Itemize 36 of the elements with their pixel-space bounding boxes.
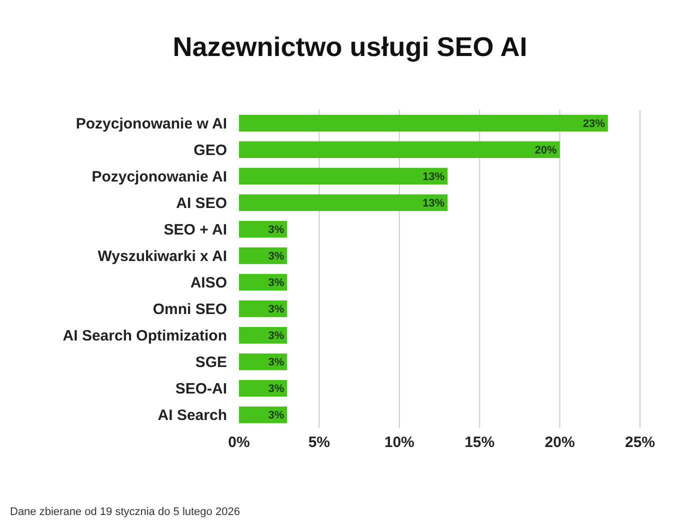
data-label: 20% [534, 144, 558, 156]
y-tick-label: AI Search Optimization [62, 328, 227, 345]
y-tick-label: Omni SEO [152, 301, 228, 318]
bar [239, 168, 448, 185]
data-label: 23% [582, 118, 606, 130]
data-label: 3% [268, 383, 284, 396]
y-tick-label: Pozycjonowanie w AI [76, 115, 227, 132]
y-tick-label: SEO-AI [175, 380, 227, 398]
x-tick-label: 25% [624, 434, 656, 451]
data-label: 3% [268, 277, 284, 290]
bar [239, 114, 608, 132]
text: Dane zbierane od 19 stycznia do 5 lutego 2026 [10, 506, 240, 518]
data-label: 3% [268, 224, 284, 236]
y-tick-label: GEO [194, 142, 228, 159]
x-tick-label: 15% [464, 434, 495, 451]
x-tick-label: 10% [384, 434, 414, 451]
y-tick-label: AI SEO [176, 194, 228, 212]
y-tick-label: Pozycjonowanie AI [92, 168, 227, 186]
data-label: 3% [268, 356, 284, 369]
x-tick-label: 5% [308, 434, 330, 451]
bar [239, 194, 448, 212]
bar [239, 141, 560, 158]
data-label: 3% [268, 330, 284, 342]
data-label: 13% [422, 171, 445, 184]
data-label: 13% [422, 198, 445, 210]
data-label: 3% [268, 410, 284, 422]
x-tick-label: 0% [228, 434, 250, 451]
data-label: 3% [268, 250, 284, 263]
y-tick-label: SGE [195, 354, 227, 372]
y-tick-label: Wyszukiwarki x AI [98, 248, 227, 265]
chart-title: Nazewnictwo usługi SEO AI [172, 32, 528, 62]
y-tick-label: AI Search [158, 407, 227, 424]
y-tick-label: SEO + AI [164, 221, 227, 238]
data-label: 3% [268, 304, 284, 316]
x-tick-label: 20% [544, 434, 575, 451]
y-tick-label: AISO [190, 274, 228, 292]
